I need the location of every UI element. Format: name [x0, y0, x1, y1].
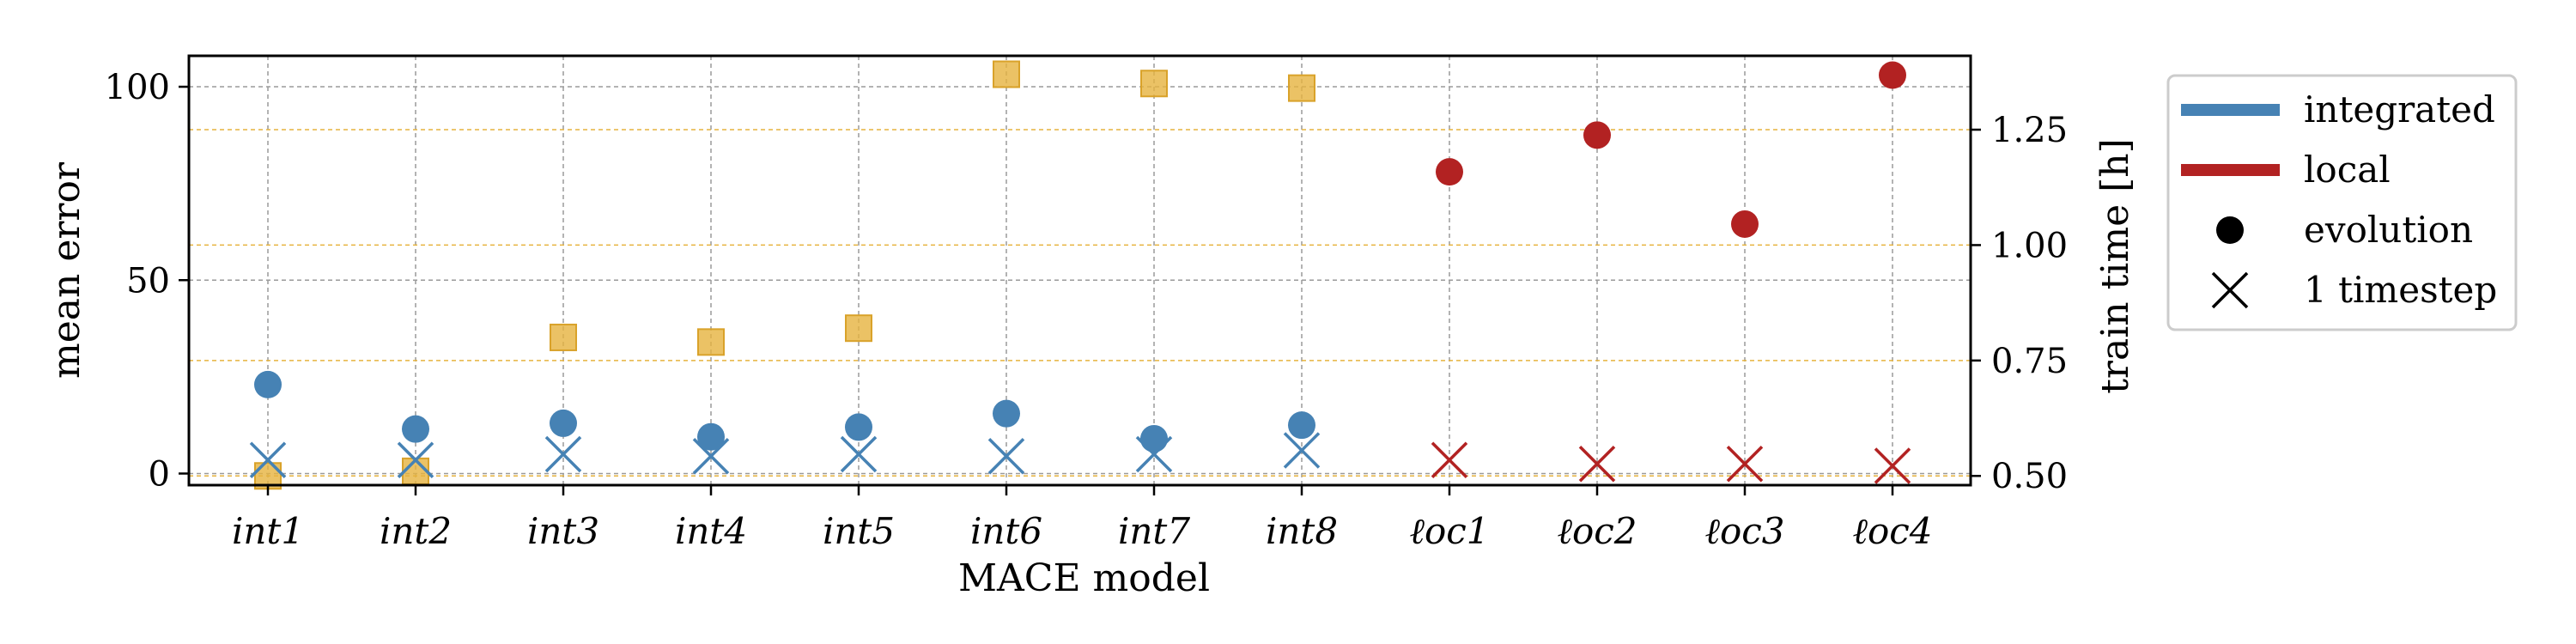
timestep-point-stroke: [1135, 435, 1173, 473]
timestep-point-stroke: [1578, 445, 1616, 483]
train-time-point: [1140, 70, 1168, 98]
y2-tick-label: 1.00: [1991, 226, 2068, 265]
train-time-point: [402, 457, 429, 485]
evolution-point: [1140, 424, 1168, 453]
legend-circle-swatch: [2216, 216, 2244, 244]
y-tick-label: 100: [105, 68, 170, 107]
x-tick-label: int7: [1118, 510, 1190, 552]
x-tick-label: int1: [232, 510, 304, 552]
timestep-point: [1578, 445, 1616, 483]
legend-box: [2166, 74, 2518, 331]
plot-frame: [187, 54, 1972, 487]
train-time-point: [993, 60, 1020, 88]
train-time-point: [550, 323, 577, 351]
timestep-point-stroke: [987, 437, 1025, 475]
legend-x-swatch: [2211, 271, 2249, 309]
timestep-point-stroke: [692, 437, 730, 475]
y2-tick-label: 0.50: [1991, 457, 2068, 496]
y-tick-label: 50: [126, 261, 170, 301]
timestep-point: [1874, 447, 1911, 484]
timestep-point-stroke: [544, 435, 582, 473]
timestep-point-stroke: [397, 441, 434, 478]
evolution-point: [1436, 158, 1463, 186]
x-tick-label: int4: [675, 510, 747, 552]
x-tick-label: int2: [380, 510, 452, 552]
axes: int1 int2 int3 int4 int5 int6 int7 int8 ℓoc1 ℓoc2…: [105, 68, 2068, 552]
x-tick-label: int8: [1266, 510, 1338, 552]
legend-label: 1 timestep: [2304, 269, 2497, 311]
train-time-point: [1288, 74, 1315, 102]
evolution-point: [845, 413, 872, 441]
timestep-point: [840, 435, 878, 473]
y-tick-label: 0: [149, 454, 170, 494]
timestep-point-stroke: [840, 435, 878, 473]
y2-tick-label: 0.75: [1991, 342, 2068, 381]
train-time-point: [845, 314, 872, 343]
x-tick-label: ℓoc3: [1704, 510, 1784, 552]
timestep-point: [1135, 435, 1173, 473]
x-tick-label: ℓoc4: [1852, 510, 1932, 552]
x-axis-label: MACE model: [958, 556, 1210, 600]
evolution-point: [254, 370, 282, 398]
legend-line-swatch: [2181, 164, 2280, 176]
y-axis-label: mean error: [45, 161, 88, 379]
timestep-point-stroke: [1431, 441, 1468, 478]
timestep-point: [544, 435, 582, 473]
evolution-point: [1583, 121, 1611, 149]
timestep-point: [692, 437, 730, 475]
timestep-point-stroke: [249, 441, 287, 478]
legend-label: local: [2304, 149, 2391, 191]
chart-marks: [249, 60, 1911, 490]
legend-label: integrated: [2304, 88, 2495, 131]
evolution-point: [1879, 61, 1906, 89]
train-time-point: [697, 328, 725, 356]
timestep-point-stroke: [1283, 432, 1321, 469]
x-tick-label: int3: [527, 510, 599, 552]
timestep-point: [1726, 445, 1764, 483]
x-tick-label: ℓoc1: [1409, 510, 1489, 552]
evolution-point: [550, 409, 577, 437]
timestep-point: [1283, 432, 1321, 469]
timestep-point: [397, 441, 434, 478]
grid: [189, 56, 1971, 485]
y2-tick-label: 1.25: [1991, 111, 2068, 150]
timestep-point-stroke: [1726, 445, 1764, 483]
timestep-point: [1431, 441, 1468, 478]
legend: integrated local evolution 1 timestep: [2166, 74, 2518, 331]
timestep-point: [249, 441, 287, 478]
evolution-point: [697, 422, 725, 451]
evolution-point: [993, 399, 1020, 428]
x-tick-label: int6: [970, 510, 1042, 552]
evolution-point: [1288, 411, 1315, 440]
timestep-point: [987, 437, 1025, 475]
legend-line-swatch: [2181, 104, 2280, 116]
evolution-point: [1731, 210, 1759, 238]
legend-label: evolution: [2304, 209, 2473, 251]
evolution-point: [402, 415, 429, 443]
timestep-point-stroke: [1874, 447, 1911, 484]
x-tick-label: ℓoc2: [1557, 510, 1637, 552]
x-tick-label: int5: [823, 510, 895, 552]
y2-axis-label: train time [h]: [2093, 138, 2137, 394]
